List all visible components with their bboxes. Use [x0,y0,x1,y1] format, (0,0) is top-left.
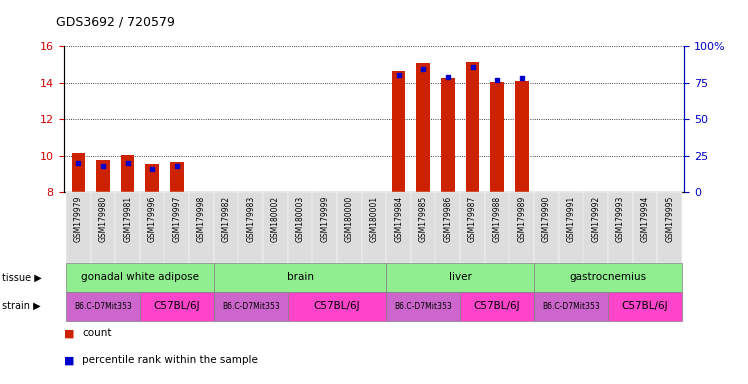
Bar [96,160,110,192]
Text: GSM179998: GSM179998 [197,195,206,242]
Bar [417,63,430,192]
Text: GSM179983: GSM179983 [246,195,255,242]
Text: GSM179985: GSM179985 [419,195,428,242]
Bar [121,155,135,192]
Text: GSM179993: GSM179993 [616,195,625,242]
Bar [392,71,405,192]
Text: B6.C-D7Mit353: B6.C-D7Mit353 [74,302,132,311]
Text: GSM180003: GSM180003 [295,195,304,242]
Text: GSM179981: GSM179981 [123,195,132,242]
Text: GSM179995: GSM179995 [665,195,674,242]
Text: GSM179987: GSM179987 [468,195,477,242]
Text: GSM179994: GSM179994 [640,195,649,242]
Bar [146,164,159,192]
Text: GSM180002: GSM180002 [271,195,280,242]
Text: B6.C-D7Mit353: B6.C-D7Mit353 [222,302,280,311]
Text: C57BL/6J: C57BL/6J [313,301,361,311]
Text: GSM179999: GSM179999 [320,195,329,242]
Bar [491,82,504,192]
Text: C57BL/6J: C57BL/6J [622,301,668,311]
Text: GSM179984: GSM179984 [394,195,403,242]
Text: brain: brain [286,272,313,283]
Text: B6.C-D7Mit353: B6.C-D7Mit353 [394,302,452,311]
Text: GSM179986: GSM179986 [444,195,453,242]
Text: C57BL/6J: C57BL/6J [474,301,521,311]
Text: GSM179997: GSM179997 [172,195,182,242]
Text: strain ▶: strain ▶ [2,301,41,311]
Text: ■: ■ [64,328,74,338]
Text: GSM180001: GSM180001 [370,195,378,242]
Bar [170,162,184,192]
Text: GDS3692 / 720579: GDS3692 / 720579 [56,15,175,28]
Text: ■: ■ [64,355,74,365]
Text: GSM179991: GSM179991 [566,195,576,242]
Bar [72,153,85,192]
Bar [515,81,529,192]
Text: count: count [82,328,111,338]
Text: liver: liver [449,272,472,283]
Text: GSM180000: GSM180000 [345,195,354,242]
Bar [466,63,479,192]
Text: GSM179989: GSM179989 [518,195,527,242]
Text: GSM179996: GSM179996 [148,195,157,242]
Text: gastrocnemius: gastrocnemius [569,272,646,283]
Text: GSM179980: GSM179980 [99,195,108,242]
Text: B6.C-D7Mit353: B6.C-D7Mit353 [542,302,600,311]
Text: percentile rank within the sample: percentile rank within the sample [82,355,258,365]
Text: C57BL/6J: C57BL/6J [153,301,200,311]
Text: GSM179982: GSM179982 [221,195,230,242]
Text: GSM179988: GSM179988 [493,195,502,242]
Bar [441,78,455,192]
Text: GSM179992: GSM179992 [591,195,600,242]
Text: GSM179979: GSM179979 [74,195,83,242]
Text: GSM179990: GSM179990 [542,195,551,242]
Text: gonadal white adipose: gonadal white adipose [81,272,199,283]
Text: tissue ▶: tissue ▶ [2,272,42,283]
